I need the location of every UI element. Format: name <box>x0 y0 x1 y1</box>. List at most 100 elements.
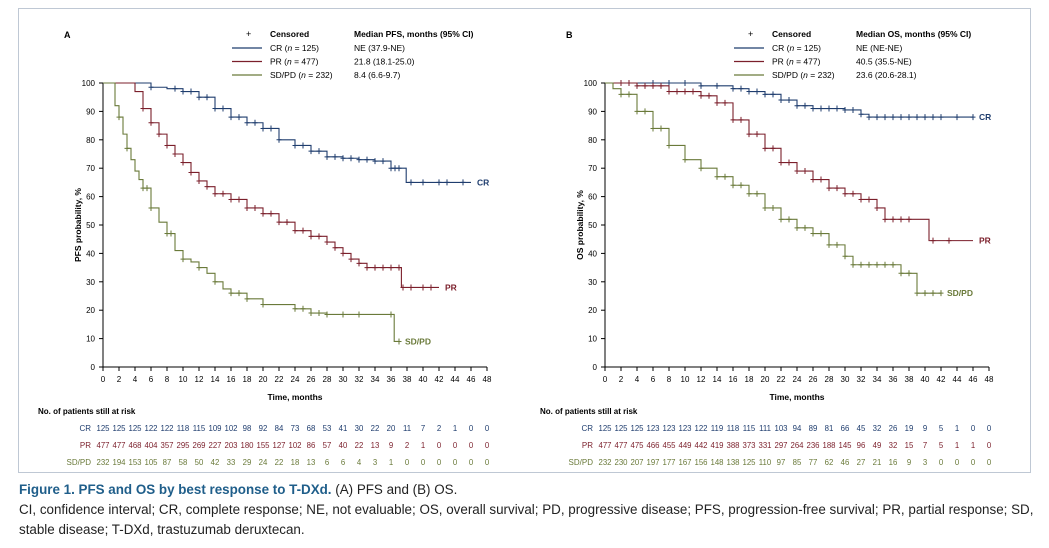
censor-mark-sdpd <box>770 204 776 211</box>
risk-count: 13 <box>307 458 316 467</box>
risk-count: 2 <box>437 424 441 433</box>
risk-count: 227 <box>208 441 221 450</box>
risk-count: 16 <box>889 458 898 467</box>
censor-mark-sdpd <box>316 310 322 317</box>
x-tick-label: 18 <box>745 375 754 384</box>
censor-mark-cr <box>268 125 274 132</box>
x-tick-label: 8 <box>667 375 672 384</box>
censor-mark-pr <box>818 176 824 183</box>
x-tick-label: 12 <box>195 375 204 384</box>
censor-mark-pr <box>650 82 656 89</box>
y-tick-label: 90 <box>86 107 95 116</box>
censor-mark-pr <box>268 210 274 217</box>
x-tick-label: 30 <box>841 375 850 384</box>
censor-mark-sdpd <box>746 190 752 197</box>
censor-mark-sdpd <box>698 165 704 172</box>
km-curve-sdpd <box>605 82 941 294</box>
risk-count: 0 <box>971 424 976 433</box>
risk-count: 85 <box>793 458 802 467</box>
censor-mark-sdpd <box>714 173 720 180</box>
censor-mark-cr <box>436 179 442 186</box>
risk-count: 21 <box>873 458 882 467</box>
censor-mark-sdpd <box>292 305 298 312</box>
censor-mark-pr <box>730 116 736 123</box>
risk-count: 50 <box>195 458 204 467</box>
risk-count: 32 <box>873 424 882 433</box>
y-tick-label: 40 <box>86 249 95 258</box>
censor-mark-sdpd <box>634 108 640 115</box>
risk-count: 269 <box>192 441 205 450</box>
censor-mark-cr <box>922 114 928 121</box>
risk-count: 155 <box>256 441 270 450</box>
censor-mark-cr <box>444 179 450 186</box>
censor-mark-pr <box>930 237 936 244</box>
risk-count: 0 <box>987 424 992 433</box>
censor-mark-sdpd <box>626 91 632 98</box>
censor-mark-pr <box>372 264 378 271</box>
y-axis-title: PFS probability, % <box>73 188 83 262</box>
y-tick-label: 0 <box>593 363 598 372</box>
y-tick-label: 10 <box>588 335 597 344</box>
risk-count: 357 <box>160 441 173 450</box>
censor-mark-sdpd <box>922 290 928 297</box>
panel-b: B + Censored Median OS, months (95% CI) CR (… <box>540 29 994 467</box>
censor-mark-pr <box>308 233 314 240</box>
censor-mark-sdpd <box>858 261 864 268</box>
risk-count: 125 <box>614 424 628 433</box>
censor-mark-sdpd <box>116 114 122 121</box>
risk-count: 81 <box>825 424 834 433</box>
censor-mark-cr <box>938 114 944 121</box>
y-tick-label: 30 <box>588 278 597 287</box>
risk-count: 442 <box>694 441 707 450</box>
censor-mark-pr <box>428 284 434 291</box>
risk-count: 404 <box>144 441 158 450</box>
risk-count: 295 <box>176 441 190 450</box>
censor-mark-sdpd <box>802 224 808 231</box>
censor-mark-cr <box>754 88 760 95</box>
censor-mark-cr <box>316 148 322 155</box>
risk-count: 110 <box>759 458 772 467</box>
y-tick-label: 30 <box>86 278 95 287</box>
y-tick-label: 80 <box>86 136 95 145</box>
censor-mark-cr <box>196 94 202 101</box>
risk-count: 49 <box>873 441 882 450</box>
x-tick-label: 10 <box>179 375 188 384</box>
x-tick-label: 48 <box>483 375 492 384</box>
x-tick-label: 12 <box>697 375 706 384</box>
censor-mark-pr <box>140 105 146 112</box>
censor-mark-cr <box>204 94 210 101</box>
legend-entry-median: NE (37.9-NE) <box>354 43 405 53</box>
censor-mark-pr <box>196 177 202 184</box>
censor-mark-pr <box>324 239 330 246</box>
caption-rest: (A) PFS and (B) OS. <box>331 482 458 497</box>
risk-count: 419 <box>710 441 723 450</box>
censor-mark-pr <box>408 284 414 291</box>
km-figure: A + Censored Median PFS, months (95% CI) CR … <box>38 29 994 467</box>
censor-mark-cr <box>914 114 920 121</box>
risk-count: 0 <box>971 458 976 467</box>
risk-count: 87 <box>163 458 172 467</box>
panel-letter: B <box>566 30 573 40</box>
risk-count: 19 <box>905 424 914 433</box>
risk-count: 230 <box>614 458 628 467</box>
risk-count: 86 <box>307 441 316 450</box>
censor-mark-sdpd <box>898 270 904 277</box>
censor-mark-pr <box>778 159 784 166</box>
risk-count: 115 <box>743 424 756 433</box>
risk-count: 177 <box>662 458 675 467</box>
risk-count: 4 <box>357 458 362 467</box>
censor-mark-sdpd <box>810 230 816 237</box>
legend-median-header: Median OS, months (95% CI) <box>856 29 971 39</box>
censor-mark-pr <box>292 227 298 234</box>
censor-mark-pr <box>706 92 712 99</box>
censor-mark-sdpd <box>244 295 250 302</box>
risk-count: 109 <box>208 424 221 433</box>
risk-count: 125 <box>112 424 126 433</box>
legend-median-header: Median PFS, months (95% CI) <box>354 29 474 39</box>
censor-mark-pr <box>260 210 266 217</box>
censor-mark-pr <box>682 88 688 95</box>
censor-mark-sdpd <box>722 173 728 180</box>
risk-count: 197 <box>646 458 659 467</box>
y-tick-label: 50 <box>86 221 95 230</box>
curve-end-label-pr: PR <box>445 282 457 292</box>
